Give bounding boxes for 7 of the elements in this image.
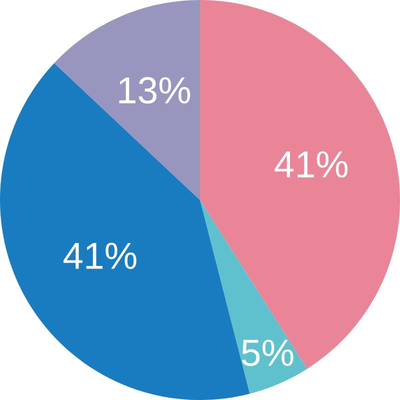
data-label: 41% xyxy=(274,151,348,178)
pie-slice xyxy=(54,0,200,200)
data-label: 13% xyxy=(119,77,190,104)
data-label: 5% xyxy=(242,340,294,366)
pie-slice xyxy=(200,0,400,369)
data-label: 41% xyxy=(63,242,136,269)
pie-slice xyxy=(200,200,308,394)
